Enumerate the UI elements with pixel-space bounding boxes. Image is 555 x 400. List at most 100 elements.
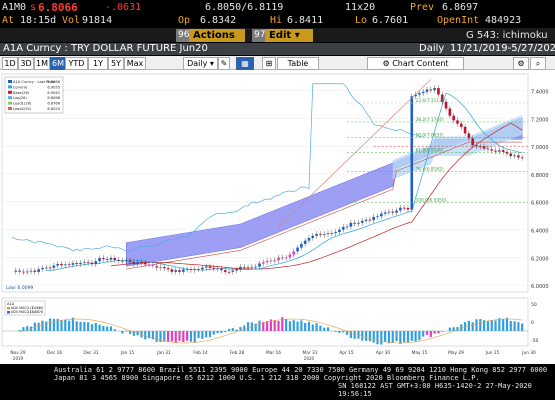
actions-menu-button[interactable]: Actions ▾ bbox=[189, 29, 245, 54]
high-label: Hi bbox=[270, 15, 283, 26]
candle bbox=[486, 148, 490, 150]
candle bbox=[467, 133, 471, 139]
candle bbox=[174, 270, 178, 272]
cloud-upper-band bbox=[392, 115, 523, 180]
chart-style-icon[interactable]: ▦ bbox=[236, 57, 254, 70]
histogram-bar bbox=[486, 321, 490, 331]
candle bbox=[162, 267, 166, 269]
tab-1d[interactable]: 1D bbox=[2, 57, 18, 70]
histogram-bar bbox=[193, 331, 196, 343]
candle bbox=[197, 269, 200, 271]
tab-1m[interactable]: 1M bbox=[34, 57, 50, 70]
edit-number: 97 bbox=[252, 29, 268, 42]
candle bbox=[212, 267, 216, 269]
chart-area[interactable]: 7.4000 7.2000 7.0000 6.8000 6.6000 6.4000 6.20… bbox=[0, 70, 555, 364]
fib-label: 23.6(7.3112) bbox=[416, 98, 444, 104]
edit-menu-button[interactable]: Edit ▾ bbox=[265, 29, 313, 42]
candle bbox=[418, 93, 421, 95]
histogram-bar bbox=[262, 321, 265, 331]
candle bbox=[242, 266, 246, 268]
histogram-bar bbox=[246, 322, 250, 331]
histogram-bar bbox=[109, 326, 113, 331]
tab-3d[interactable]: 3D bbox=[18, 57, 34, 70]
histogram-bar bbox=[41, 320, 44, 331]
histogram-bar bbox=[418, 331, 421, 341]
settings-icon[interactable]: ⚙ bbox=[513, 57, 529, 70]
candle bbox=[353, 222, 356, 224]
year-label: 2019 bbox=[13, 356, 24, 361]
x-axis-label: Apr 30 bbox=[376, 350, 391, 356]
at-label: At bbox=[2, 15, 15, 26]
histogram-bar bbox=[304, 322, 307, 331]
tab-5y[interactable]: 5Y bbox=[108, 57, 124, 70]
histogram-bar bbox=[410, 331, 413, 341]
legend-value: 6.6020 bbox=[47, 107, 60, 111]
candle bbox=[357, 222, 360, 224]
histogram-bar bbox=[414, 331, 417, 342]
histogram-bar bbox=[140, 331, 143, 338]
candle bbox=[75, 263, 79, 264]
candle bbox=[315, 233, 318, 236]
vol-label: Vol bbox=[62, 15, 81, 26]
x-axis-label: May 15 bbox=[412, 350, 428, 356]
histogram-bar bbox=[502, 318, 505, 331]
legend-swatch bbox=[8, 107, 12, 110]
histogram-bar bbox=[227, 328, 231, 331]
histogram-bar bbox=[258, 320, 261, 331]
tab-6m[interactable]: 6M bbox=[50, 57, 66, 70]
candle bbox=[338, 229, 341, 233]
x-axis-label: Jun 15 bbox=[485, 350, 500, 356]
candle bbox=[475, 145, 478, 147]
histogram-bar bbox=[113, 329, 116, 331]
price-chart[interactable]: 7.4000 7.2000 7.0000 6.8000 6.6000 6.4000 6.20… bbox=[0, 70, 555, 364]
candle bbox=[170, 269, 174, 272]
candle bbox=[208, 266, 212, 268]
indicator-pane bbox=[1, 297, 529, 347]
indicator-label: ADX MACD (1) bbox=[11, 306, 35, 310]
candle bbox=[494, 150, 497, 152]
legend-swatch bbox=[8, 80, 12, 83]
chart-content-button[interactable]: ⚙ Chart Content bbox=[367, 57, 464, 70]
histogram-bar bbox=[429, 331, 432, 337]
grid-icon[interactable]: ⊞ bbox=[262, 57, 276, 70]
candle bbox=[67, 264, 71, 266]
histogram-bar bbox=[269, 319, 273, 331]
x-axis-label: Mar 31 bbox=[303, 350, 318, 356]
histogram-bar bbox=[372, 331, 375, 343]
candle bbox=[227, 271, 231, 273]
zoom-icon[interactable]: ⌕ bbox=[530, 57, 546, 70]
interval-select[interactable]: Daily ▾ bbox=[183, 57, 218, 70]
histogram-bar bbox=[281, 317, 284, 331]
candle bbox=[143, 262, 147, 265]
table-button[interactable]: Table bbox=[277, 57, 319, 70]
edit-label: Edit bbox=[269, 30, 292, 41]
legend-value: 6.9055 bbox=[47, 85, 60, 89]
candle bbox=[296, 247, 299, 252]
histogram-bar bbox=[102, 326, 105, 331]
histogram-bar bbox=[479, 319, 482, 331]
candle bbox=[444, 101, 448, 109]
histogram-bar bbox=[463, 322, 467, 331]
histogram-bar bbox=[448, 327, 451, 331]
candle bbox=[269, 260, 273, 262]
tab-1y[interactable]: 1Y bbox=[88, 57, 108, 70]
candle bbox=[452, 115, 455, 121]
histogram-bar bbox=[128, 331, 132, 334]
histogram-bar bbox=[425, 331, 429, 335]
lead2-line bbox=[126, 141, 523, 270]
candle bbox=[330, 233, 334, 234]
candle bbox=[501, 150, 505, 152]
candle bbox=[25, 271, 29, 273]
period-label: Daily bbox=[419, 43, 445, 54]
quote-row-2: At 18:15d Vol 91814 Op 6.8342 Hi 6.8411 … bbox=[0, 15, 555, 27]
candle bbox=[178, 270, 181, 272]
histogram-bar bbox=[460, 324, 463, 331]
tab-max[interactable]: Max bbox=[124, 57, 146, 70]
tab-ytd[interactable]: YTD bbox=[65, 57, 88, 70]
price-axis-tick: 6.0000 bbox=[531, 284, 549, 290]
drawing-tool-icon[interactable]: ✎ bbox=[218, 57, 230, 70]
histogram-bar bbox=[288, 321, 292, 331]
open-value: 6.8342 bbox=[200, 15, 237, 26]
histogram-bar bbox=[338, 331, 341, 333]
candle bbox=[471, 138, 474, 146]
